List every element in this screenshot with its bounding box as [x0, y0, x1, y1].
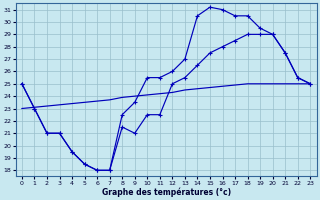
X-axis label: Graphe des températures (°c): Graphe des températures (°c) — [101, 187, 231, 197]
